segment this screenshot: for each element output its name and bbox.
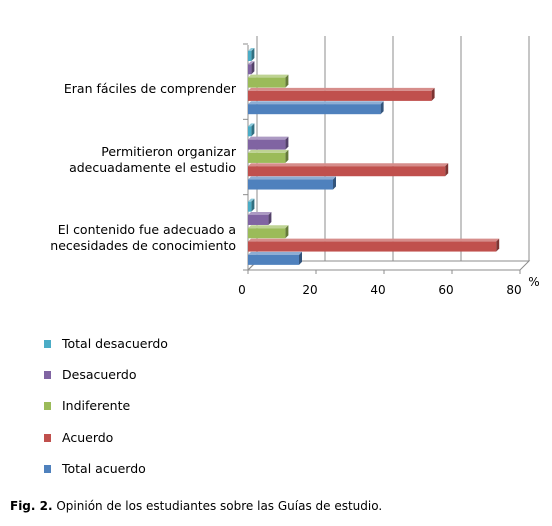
bar-side <box>268 211 272 225</box>
bar-side <box>333 176 336 190</box>
bar-front <box>248 254 299 265</box>
bar-side <box>285 74 289 88</box>
bar-side <box>285 225 289 239</box>
bar-front <box>248 77 286 88</box>
bar-front <box>248 214 269 225</box>
caption-prefix: Fig. 2. <box>10 499 53 513</box>
bar-front <box>248 51 252 61</box>
bar-top <box>248 238 500 242</box>
figure-caption: Fig. 2. Opinión de los estudiantes sobre… <box>10 499 382 513</box>
bar-front <box>248 104 381 115</box>
category-label-line: necesidades de conocimiento <box>50 238 236 253</box>
legend-swatch <box>44 464 51 473</box>
bar <box>248 74 289 88</box>
bar <box>248 251 302 265</box>
bar-top <box>248 251 302 255</box>
bar-side <box>251 198 255 212</box>
x-tick-label: 0 <box>238 283 246 297</box>
legend-swatch <box>44 371 51 380</box>
category-label-line: El contenido fue adecuado a <box>57 222 236 237</box>
bar-side <box>251 61 255 75</box>
bar <box>248 61 255 75</box>
bar-top <box>248 176 336 180</box>
bar-front <box>248 139 286 150</box>
bar <box>248 101 384 115</box>
bar-side <box>431 87 435 101</box>
bar-top <box>248 74 289 78</box>
x-unit-label: % <box>528 275 539 289</box>
bar <box>248 149 289 163</box>
legend-swatch <box>44 402 51 411</box>
bar-top <box>248 198 255 202</box>
bar <box>248 123 255 137</box>
bar-side <box>285 136 289 150</box>
x-tick-label: 20 <box>302 283 317 297</box>
category-label-line: Eran fáciles de comprender <box>63 81 236 96</box>
bar-front <box>248 64 252 75</box>
bar-front <box>248 201 252 212</box>
bar <box>248 163 449 177</box>
x-tick-label: 60 <box>438 283 453 297</box>
bar-top <box>248 101 384 105</box>
category-label: Eran fáciles de comprender <box>64 81 236 97</box>
category-label: Permitieron organizar adecuadamente el es… <box>69 144 236 176</box>
legend-label: Total acuerdo <box>62 460 146 476</box>
legend-label: Indiferente <box>62 398 131 414</box>
bar-front <box>248 166 446 177</box>
bar-top <box>248 163 449 167</box>
bar <box>248 136 289 150</box>
bar-top <box>248 136 289 140</box>
legend-swatch <box>44 340 51 348</box>
bar-side <box>299 251 302 265</box>
bar-side <box>251 123 255 137</box>
bar-front <box>248 126 252 137</box>
bar-side <box>251 48 255 61</box>
bar-side <box>445 163 449 177</box>
legend-label: Total desacuerdo <box>62 336 168 351</box>
bar-front <box>248 90 432 101</box>
category-label-line: adecuadamente el estudio <box>69 160 236 175</box>
legend-swatch <box>44 433 51 442</box>
bar-front <box>248 241 497 252</box>
bar <box>248 198 255 212</box>
bar-top <box>248 211 272 215</box>
bar-front <box>248 228 286 239</box>
bar-top <box>248 61 255 65</box>
bar-top <box>248 225 289 229</box>
bar <box>248 238 500 252</box>
category-label-line: Permitieron organizar <box>101 144 236 159</box>
category-label: El contenido fue adecuado a necesidades d… <box>50 222 236 254</box>
bar-front <box>248 179 333 190</box>
bar-side <box>496 238 500 252</box>
bar-side <box>380 101 384 115</box>
x-tick-label: 40 <box>370 283 385 297</box>
bar-top <box>248 48 255 51</box>
bar-side <box>285 149 289 163</box>
x-tick-label: 80 <box>506 283 521 297</box>
bar <box>248 48 255 61</box>
caption-text: Opinión de los estudiantes sobre las Guí… <box>52 499 383 513</box>
bar <box>248 87 435 101</box>
bar-top <box>248 87 435 91</box>
bar <box>248 211 272 225</box>
bar <box>248 176 336 190</box>
legend-label: Desacuerdo <box>62 367 137 383</box>
bar-top <box>248 123 255 127</box>
bar-front <box>248 152 286 163</box>
bar-top <box>248 149 289 153</box>
bar <box>248 225 289 239</box>
legend-label: Acuerdo <box>62 429 114 445</box>
